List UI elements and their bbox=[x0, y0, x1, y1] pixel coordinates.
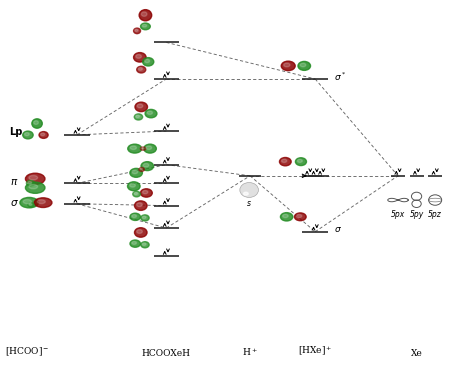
Ellipse shape bbox=[140, 147, 146, 150]
Circle shape bbox=[240, 183, 258, 197]
Ellipse shape bbox=[130, 240, 140, 247]
Ellipse shape bbox=[26, 173, 45, 184]
Ellipse shape bbox=[300, 63, 306, 67]
Text: 5py: 5py bbox=[410, 211, 424, 220]
Ellipse shape bbox=[141, 242, 149, 248]
Ellipse shape bbox=[141, 23, 150, 30]
Ellipse shape bbox=[136, 55, 141, 58]
Ellipse shape bbox=[141, 215, 149, 221]
Ellipse shape bbox=[134, 192, 137, 194]
Ellipse shape bbox=[297, 159, 302, 162]
Ellipse shape bbox=[283, 63, 290, 67]
Ellipse shape bbox=[146, 146, 152, 150]
Ellipse shape bbox=[39, 132, 48, 138]
Ellipse shape bbox=[23, 131, 33, 139]
Text: H$^+$: H$^+$ bbox=[242, 347, 258, 358]
Ellipse shape bbox=[141, 148, 144, 149]
Ellipse shape bbox=[144, 144, 156, 153]
Ellipse shape bbox=[23, 199, 31, 204]
Ellipse shape bbox=[27, 180, 35, 186]
Ellipse shape bbox=[135, 201, 147, 211]
Ellipse shape bbox=[135, 102, 147, 112]
Ellipse shape bbox=[128, 144, 142, 153]
Ellipse shape bbox=[298, 61, 310, 70]
Ellipse shape bbox=[140, 189, 152, 197]
Ellipse shape bbox=[130, 184, 136, 187]
Ellipse shape bbox=[138, 68, 142, 70]
Ellipse shape bbox=[283, 214, 288, 218]
Text: 5px: 5px bbox=[391, 211, 405, 220]
Text: [HCOO]$^-$: [HCOO]$^-$ bbox=[5, 346, 49, 358]
Ellipse shape bbox=[132, 170, 137, 174]
Ellipse shape bbox=[244, 192, 248, 195]
Ellipse shape bbox=[20, 197, 38, 208]
Ellipse shape bbox=[134, 53, 146, 62]
Ellipse shape bbox=[281, 61, 295, 71]
Ellipse shape bbox=[34, 121, 38, 125]
Text: $\pi$: $\pi$ bbox=[9, 177, 18, 187]
Text: $\sigma$: $\sigma$ bbox=[334, 225, 342, 234]
Ellipse shape bbox=[139, 10, 152, 21]
Ellipse shape bbox=[143, 190, 148, 194]
Ellipse shape bbox=[41, 133, 45, 136]
Ellipse shape bbox=[145, 110, 157, 118]
Ellipse shape bbox=[280, 157, 291, 166]
Ellipse shape bbox=[141, 12, 147, 16]
Ellipse shape bbox=[294, 213, 306, 221]
Ellipse shape bbox=[137, 104, 143, 108]
Ellipse shape bbox=[140, 168, 142, 170]
Ellipse shape bbox=[297, 214, 302, 218]
Ellipse shape bbox=[143, 163, 149, 167]
Ellipse shape bbox=[28, 203, 34, 207]
Ellipse shape bbox=[145, 59, 150, 62]
Ellipse shape bbox=[132, 242, 137, 244]
Ellipse shape bbox=[137, 66, 146, 73]
Ellipse shape bbox=[25, 133, 29, 136]
Ellipse shape bbox=[29, 184, 37, 189]
Ellipse shape bbox=[128, 182, 140, 191]
Ellipse shape bbox=[282, 159, 287, 162]
Text: $\sigma^*$: $\sigma^*$ bbox=[334, 71, 346, 83]
Ellipse shape bbox=[133, 191, 140, 197]
Ellipse shape bbox=[29, 203, 32, 205]
Ellipse shape bbox=[130, 146, 137, 150]
Ellipse shape bbox=[134, 28, 141, 34]
Ellipse shape bbox=[137, 230, 142, 233]
Ellipse shape bbox=[28, 181, 32, 184]
Ellipse shape bbox=[132, 215, 137, 218]
Text: Xe: Xe bbox=[410, 349, 422, 358]
Text: 5pz: 5pz bbox=[428, 211, 442, 220]
Text: Lp: Lp bbox=[9, 127, 23, 137]
Ellipse shape bbox=[139, 168, 145, 171]
Ellipse shape bbox=[136, 115, 139, 117]
Ellipse shape bbox=[130, 213, 140, 220]
Text: s: s bbox=[247, 199, 251, 208]
Ellipse shape bbox=[29, 175, 37, 180]
Ellipse shape bbox=[135, 228, 147, 237]
Ellipse shape bbox=[130, 168, 142, 177]
Ellipse shape bbox=[137, 203, 142, 206]
Text: $\sigma$: $\sigma$ bbox=[9, 197, 18, 208]
Ellipse shape bbox=[281, 213, 293, 221]
Ellipse shape bbox=[134, 114, 143, 120]
Ellipse shape bbox=[135, 29, 138, 31]
Ellipse shape bbox=[147, 111, 153, 114]
Ellipse shape bbox=[143, 58, 154, 66]
Ellipse shape bbox=[32, 119, 42, 128]
Ellipse shape bbox=[295, 158, 307, 166]
Ellipse shape bbox=[142, 243, 146, 245]
Ellipse shape bbox=[142, 216, 146, 218]
Ellipse shape bbox=[142, 24, 146, 27]
Ellipse shape bbox=[37, 200, 46, 203]
Text: HCOOXeH: HCOOXeH bbox=[142, 349, 191, 358]
Text: [HXe]$^+$: [HXe]$^+$ bbox=[298, 345, 332, 358]
Ellipse shape bbox=[34, 198, 52, 208]
Ellipse shape bbox=[141, 162, 154, 171]
Ellipse shape bbox=[26, 182, 45, 193]
